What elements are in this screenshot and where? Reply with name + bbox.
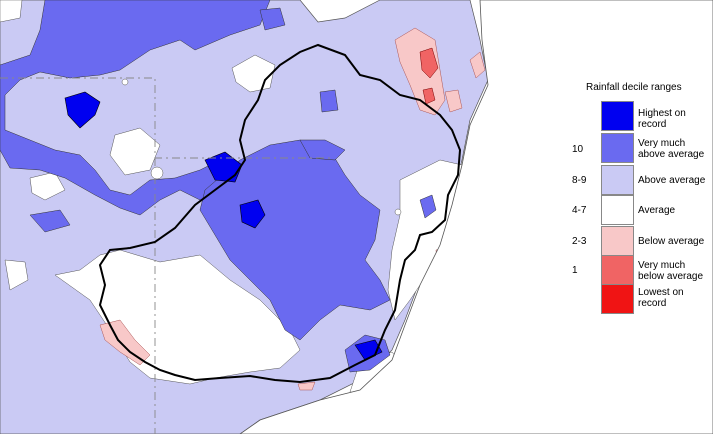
legend-swatch — [601, 195, 634, 225]
average-area-nw-corner — [0, 0, 23, 23]
very-much-above-northwest — [0, 0, 271, 216]
legend-range: 2-3 — [572, 236, 587, 247]
legend-range: 1 — [572, 265, 578, 276]
highest-on-record-c — [239, 199, 266, 229]
coastline — [239, 0, 713, 434]
average-area-sw — [4, 259, 29, 291]
legend-title: Rainfall decile ranges — [586, 82, 682, 93]
legend-label: Average — [638, 205, 676, 216]
highest-on-record-a — [64, 91, 101, 129]
legend-swatch — [601, 101, 634, 131]
legend-swatch — [601, 255, 634, 285]
legend-range: 8-9 — [572, 175, 587, 186]
legend-label: Very much above average — [638, 138, 705, 160]
legend-row-below: 2-3 Below average — [0, 226, 713, 260]
legend-label: Very much below average — [638, 260, 704, 282]
legend-label: Above average — [638, 175, 706, 186]
average-area-nw — [109, 127, 161, 176]
murray-darling-basin-border — [98, 43, 462, 384]
legend-label: Lowest on record — [638, 287, 684, 309]
legend-row-very-much-below: 1 Very much below average — [0, 255, 713, 289]
very-much-above-n2 — [319, 89, 339, 113]
white-spot — [150, 166, 164, 180]
very-much-above-west-patch — [29, 209, 71, 233]
legend-row-above: 8-9 Above average — [0, 165, 713, 199]
legend-row-average: 4-7 Average — [0, 195, 713, 229]
legend-range: 10 — [572, 144, 584, 155]
very-much-above-northeast — [299, 139, 346, 161]
legend-swatch — [601, 133, 634, 163]
legend-swatch — [601, 165, 634, 195]
legend-row-highest: Highest on record — [0, 101, 713, 135]
very-much-above-east-patch — [419, 194, 437, 219]
very-much-below-northeast — [419, 47, 439, 79]
white-spot — [394, 208, 402, 216]
legend-range: 4-7 — [572, 205, 587, 216]
below-average-ne2 — [444, 89, 463, 113]
legend-swatch — [601, 284, 634, 314]
state-border-qld — [0, 77, 330, 159]
legend-label: Below average — [638, 236, 705, 247]
legend-row-lowest: Lowest on record — [0, 284, 713, 318]
white-spot — [121, 78, 129, 86]
legend-label: Highest on record — [638, 108, 686, 130]
very-much-below-ne2 — [422, 87, 436, 105]
very-much-above-north-patch — [259, 7, 286, 31]
below-average-south — [297, 381, 316, 391]
legend-swatch — [601, 226, 634, 256]
below-average-ne3 — [469, 51, 486, 79]
legend-row-very-much-above: 10 Very much above average — [0, 133, 713, 167]
highest-on-record-b — [204, 151, 243, 183]
